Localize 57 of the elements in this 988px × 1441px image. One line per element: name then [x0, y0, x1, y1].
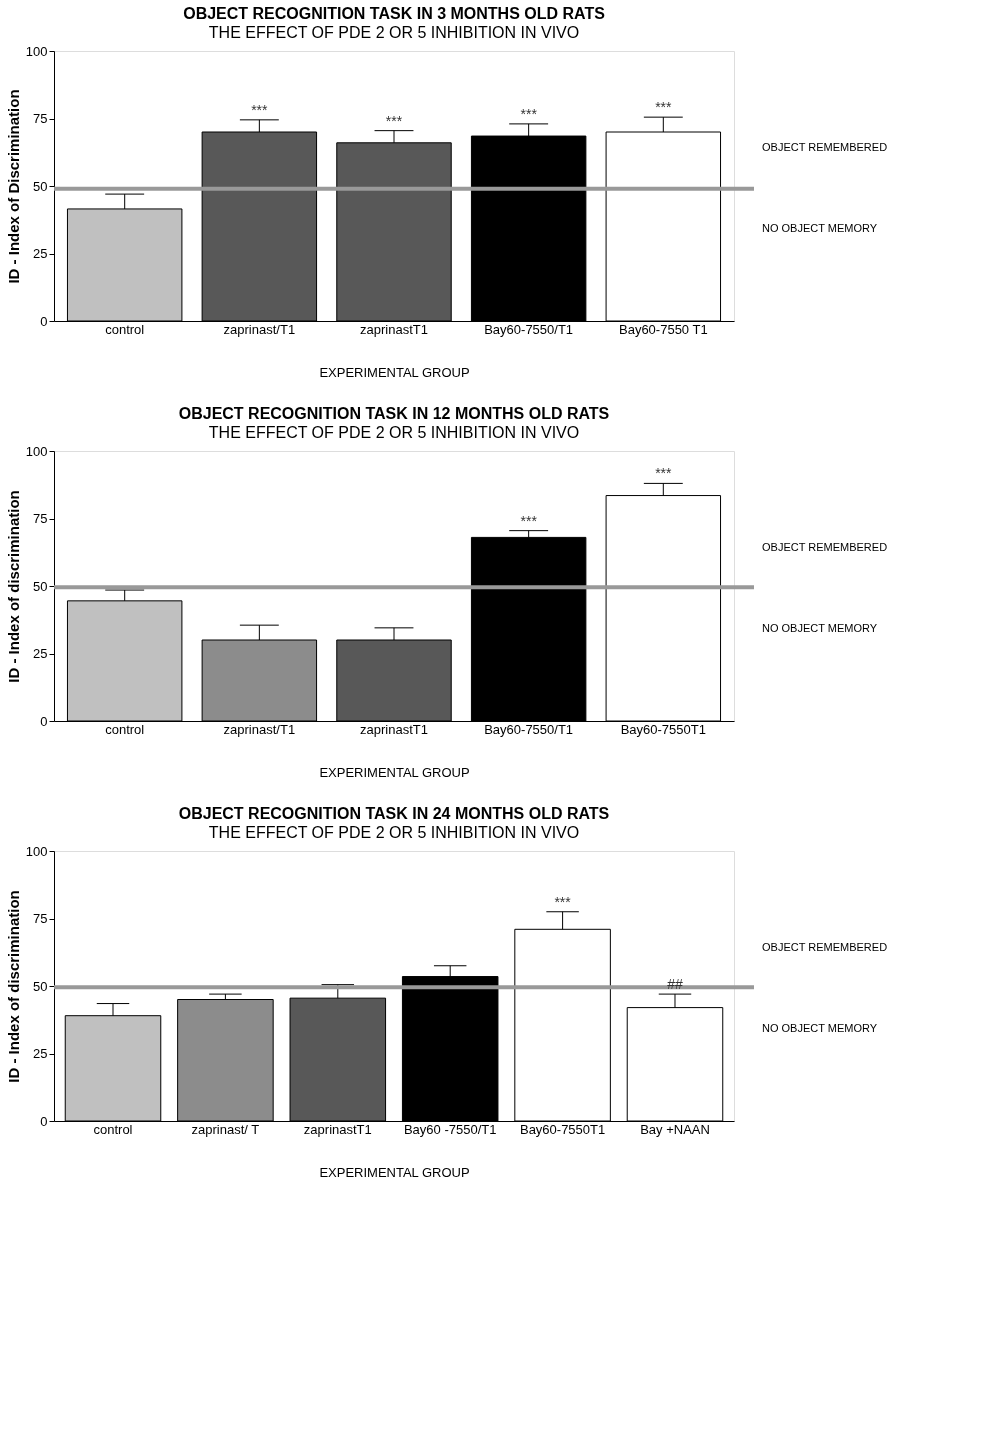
x-axis-title: EXPERIMENTAL GROUP [319, 364, 470, 380]
x-axis-title: EXPERIMENTAL GROUP [319, 1164, 470, 1180]
y-tick-label: 25 [33, 646, 48, 661]
y-tick-label: 100 [25, 843, 48, 859]
x-tick-label: Bay60-7550T1 [519, 1121, 606, 1137]
chart-subtitle: THE EFFECT OF PDE 2 OR 5 INHIBITION IN VIVO [208, 24, 580, 41]
y-tick-label: 100 [25, 43, 48, 59]
x-tick-label: zaprinast/T1 [223, 321, 296, 337]
y-tick-label: 50 [33, 978, 48, 994]
x-tick-label: Bay60-7550 T1 [618, 321, 708, 337]
text: OBJECT REMEMBERED [762, 141, 888, 154]
chart-title: OBJECT RECOGNITION TASK IN 24 MONTHS OLD RATS [178, 805, 610, 822]
y-tick-label: 75 [33, 511, 48, 526]
y-axis-title: ID - Index of discrimination [4, 490, 22, 683]
annotation: *** [655, 465, 673, 482]
x-tick-label: zaprinastT1 [303, 1121, 372, 1137]
chart-title: OBJECT RECOGNITION TASK IN 12 MONTHS OLD RATS [178, 405, 610, 422]
y-tick-label: 0 [40, 1113, 48, 1129]
text: NO OBJECT MEMORY [762, 622, 878, 635]
y-tick-label: 50 [33, 178, 48, 194]
y-tick-label: 100 [25, 443, 48, 459]
x-tick-label: zaprinastT1 [360, 721, 428, 737]
y-axis-title: ID - Index of discrimination [4, 890, 22, 1083]
y-tick-label: 50 [33, 578, 48, 594]
text: NO OBJECT MEMORY [762, 1022, 878, 1035]
x-tick-label: control [105, 721, 145, 737]
annotation: *** [385, 112, 403, 129]
x-tick-label: Bay60-7550/T1 [484, 721, 574, 737]
annotation: *** [655, 99, 673, 116]
x-tick-label: zaprinast/ T [191, 1121, 260, 1137]
text: OBJECT REMEMBERED [762, 541, 888, 554]
chart-subtitle: THE EFFECT OF PDE 2 OR 5 INHIBITION IN VIVO [208, 424, 580, 441]
y-tick-label: 0 [40, 713, 48, 729]
x-axis-title: EXPERIMENTAL GROUP [319, 764, 470, 780]
annotation: *** [251, 101, 269, 118]
annotation: *** [554, 893, 572, 910]
x-tick-label: Bay60-7550/T1 [484, 321, 574, 337]
chart-subtitle: THE EFFECT OF PDE 2 OR 5 INHIBITION IN VIVO [208, 824, 580, 841]
y-tick-label: 75 [33, 911, 48, 926]
x-tick-label: zaprinastT1 [360, 321, 428, 337]
text: OBJECT REMEMBERED [762, 941, 888, 954]
x-tick-label: Bay +NAAN [640, 1121, 710, 1137]
x-tick-label: zaprinast/T1 [223, 721, 296, 737]
x-tick-label: control [93, 1121, 133, 1137]
annotation: ## [667, 976, 683, 993]
y-axis-title: ID - Index of Discrimination [4, 89, 22, 284]
annotation: *** [520, 512, 538, 529]
y-tick-label: 0 [40, 313, 48, 329]
chart-title: OBJECT RECOGNITION TASK IN 3 MONTHS OLD RATS [183, 5, 606, 22]
y-tick-label: 25 [33, 1046, 48, 1061]
text: NO OBJECT MEMORY [762, 222, 878, 235]
y-tick-label: 25 [33, 246, 48, 261]
x-tick-label: Bay60-7550T1 [620, 721, 706, 737]
x-tick-label: control [105, 321, 145, 337]
annotation: *** [520, 105, 538, 122]
y-tick-label: 75 [33, 111, 48, 126]
x-tick-label: Bay60 -7550/T1 [403, 1121, 497, 1137]
